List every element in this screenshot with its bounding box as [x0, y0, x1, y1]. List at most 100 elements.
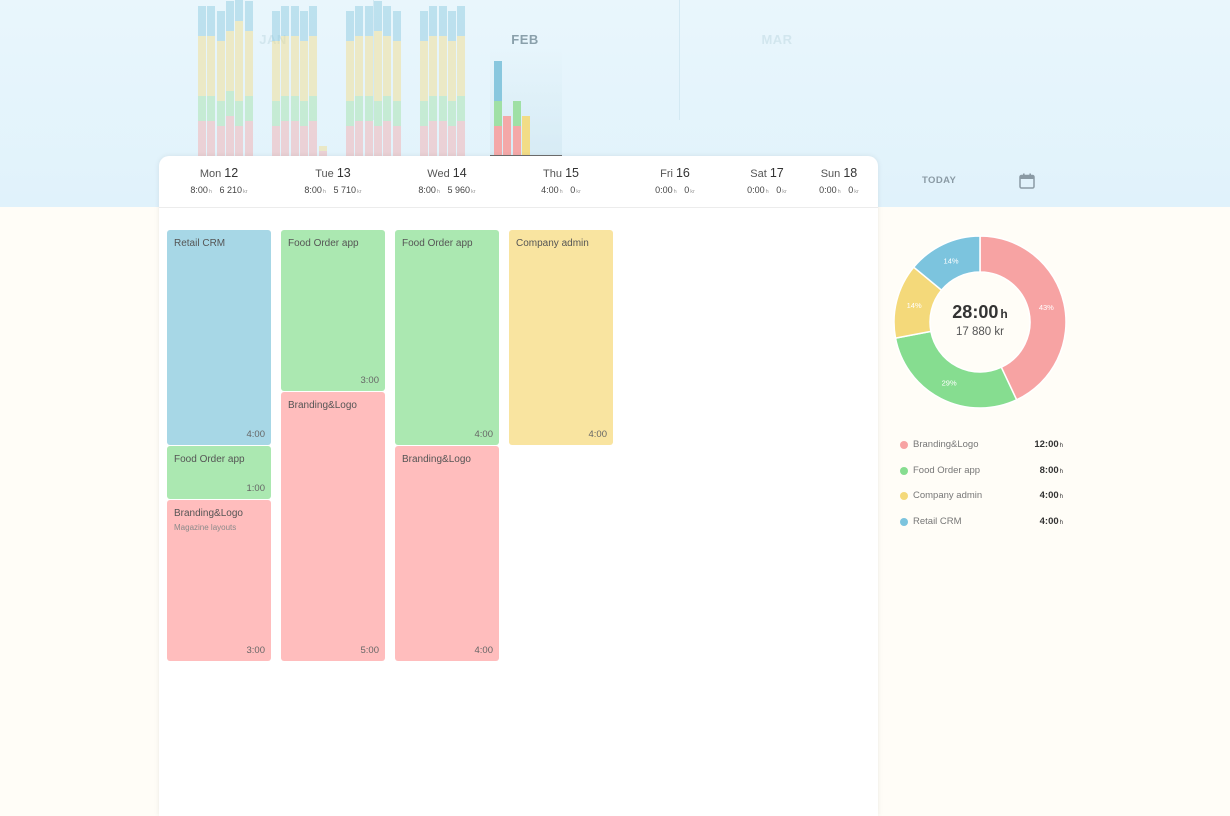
day-name: Thu 15 — [543, 166, 579, 180]
day-name: Fri 16 — [660, 166, 690, 180]
total-amount: 17 880 kr — [956, 326, 1004, 338]
timeline-week-bar — [392, 11, 401, 156]
timeline-week-bar — [447, 11, 456, 156]
timeline-week-bar — [225, 1, 234, 156]
time-entry-duration: 1:00 — [246, 482, 266, 494]
day-stats: 4:00h 0kr — [541, 185, 581, 195]
legend-color-dot — [900, 441, 908, 449]
timeline-week-bar — [383, 6, 392, 156]
timeline-week-bar — [420, 11, 428, 156]
donut-slice-branding-logo[interactable] — [979, 235, 1067, 401]
day-header-sat[interactable]: Sat 17 0:00h 0kr — [732, 156, 802, 206]
total-hours: 28:00 h — [952, 302, 1008, 322]
time-entry-company-admin[interactable]: Company admin 4:00 — [509, 230, 613, 445]
time-entry-duration: 3:00 — [360, 374, 380, 386]
donut-slice-food-order-app[interactable] — [894, 330, 1018, 409]
time-entry-food-order-app[interactable]: Food Order app 3:00 — [281, 230, 385, 391]
time-entry-title: Branding&Logo — [288, 400, 357, 411]
timeline-week-bar — [318, 146, 327, 156]
time-entry-duration: 4:00 — [588, 428, 608, 440]
day-name: Sun 18 — [820, 166, 858, 180]
legend-item-food-order-app[interactable]: Food Order app 8:00h — [900, 464, 1065, 490]
month-label-jan[interactable]: JAN — [259, 32, 287, 47]
donut-slice-label: 43% — [1039, 303, 1054, 312]
header-divider — [159, 207, 878, 208]
time-entry-duration: 4:00 — [474, 428, 494, 440]
donut-slice-label: 29% — [942, 379, 957, 388]
timeline-week-bar — [244, 1, 253, 156]
day-stats: 8:00h 5 710kr — [304, 185, 362, 195]
time-entry-branding-logo[interactable]: Branding&Logo 5:00 — [281, 392, 385, 661]
legend-item-branding-logo[interactable]: Branding&Logo 12:00h — [900, 438, 1065, 464]
legend-label: Food Order app — [913, 464, 981, 476]
legend-hours: 12:00h — [1034, 439, 1063, 450]
time-entry-food-order-app[interactable]: Food Order app 4:00 — [395, 230, 499, 445]
timeline-week-bar — [364, 6, 373, 156]
day-header-thu[interactable]: Thu 15 4:00h 0kr — [504, 156, 618, 206]
day-name: Mon 12 — [199, 166, 239, 180]
day-name: Sat 17 — [750, 166, 784, 180]
time-entry-duration: 3:00 — [246, 644, 266, 656]
donut-slice-retail-crm[interactable] — [912, 235, 981, 292]
day-header-fri[interactable]: Fri 16 0:00h 0kr — [618, 156, 732, 206]
day-header-sun[interactable]: Sun 18 0:00h 0kr — [799, 156, 879, 206]
timeline-week-bar — [503, 116, 512, 156]
project-legend: Branding&Logo 12:00h Food Order app 8:00h Co… — [900, 438, 1065, 540]
day-header-mon[interactable]: Mon 12 8:00h 6 210kr — [162, 156, 276, 206]
time-entry-title: Food Order app — [174, 454, 245, 465]
time-entry-title: Company admin — [516, 238, 589, 249]
month-divider — [373, 0, 374, 120]
legend-item-retail-crm[interactable]: Retail CRM 4:00h — [900, 515, 1065, 541]
legend-hours: 4:00h — [1039, 515, 1063, 527]
time-entry-duration: 5:00 — [360, 644, 380, 656]
day-header-wed[interactable]: Wed 14 8:00h 5 960kr — [390, 156, 504, 206]
day-name: Tue 13 — [315, 166, 351, 180]
time-entry-title: Retail CRM — [174, 238, 226, 249]
timeline-week-bar — [235, 0, 244, 156]
day-stats: 8:00h 6 210kr — [190, 185, 248, 195]
legend-label: Retail CRM — [913, 515, 962, 527]
day-stats: 0:00h 0kr — [655, 185, 695, 195]
timeline-week-bar — [457, 6, 466, 156]
timeline-week-bar — [198, 6, 206, 156]
timeline-week-bar — [207, 6, 216, 156]
timeline-week-bar — [281, 6, 290, 156]
day-name: Wed 14 — [427, 166, 467, 180]
timeline-week-bar — [429, 6, 438, 156]
calendar-icon[interactable] — [1018, 172, 1036, 190]
donut-slice-label: 14% — [907, 301, 922, 310]
legend-hours: 8:00h — [1039, 464, 1063, 476]
month-label-mar[interactable]: MAR — [761, 32, 793, 47]
legend-color-dot — [900, 466, 908, 475]
time-entry-title: Food Order app — [288, 238, 359, 249]
timeline-week-bar — [355, 6, 364, 156]
time-entry-description: Magazine layouts — [174, 523, 237, 532]
timeline-week-bar — [438, 6, 447, 156]
timeline-week-bar — [512, 101, 521, 156]
donut-svg: 43% 29% 14% 14% — [893, 235, 1067, 409]
time-entry-duration: 4:00 — [246, 428, 266, 440]
timeline-week-bar — [521, 116, 530, 156]
time-entry-title: Branding&Logo — [174, 508, 243, 519]
month-label-feb[interactable]: FEB — [511, 32, 539, 47]
time-entry-branding-logo[interactable]: Branding&Logo 4:00 — [395, 446, 499, 661]
time-entry-title: Branding&Logo — [402, 454, 471, 465]
time-entry-retail-crm[interactable]: Retail CRM 4:00 — [167, 230, 271, 445]
timeline-week-bar — [309, 6, 318, 156]
timeline-week-bar — [290, 6, 299, 156]
timeline-week-bar — [346, 11, 354, 156]
timeline-week-bar — [299, 11, 308, 156]
legend-label: Company admin — [913, 490, 983, 501]
day-stats: 8:00h 5 960kr — [418, 185, 476, 195]
time-entry-food-order-app[interactable]: Food Order app 1:00 — [167, 446, 271, 499]
time-entry-duration: 4:00 — [474, 644, 494, 656]
time-entry-branding-logo[interactable]: Branding&Logo Magazine layouts 3:00 — [167, 500, 271, 661]
legend-hours: 4:00h — [1039, 490, 1063, 501]
timeline-week-bar — [272, 11, 280, 156]
today-button[interactable]: TODAY — [922, 175, 957, 186]
legend-label: Branding&Logo — [913, 439, 979, 450]
day-header-tue[interactable]: Tue 13 8:00h 5 710kr — [276, 156, 390, 206]
day-stats: 0:00h 0kr — [819, 185, 859, 195]
timeline-week-bar — [494, 61, 502, 156]
legend-item-company-admin[interactable]: Company admin 4:00h — [900, 489, 1065, 515]
